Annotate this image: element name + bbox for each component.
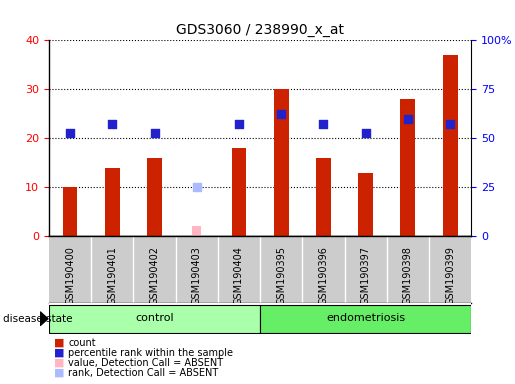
Bar <box>316 158 331 236</box>
Text: ■: ■ <box>54 338 64 348</box>
Bar <box>358 172 373 236</box>
Point <box>193 184 201 190</box>
FancyBboxPatch shape <box>260 305 471 333</box>
Text: ■: ■ <box>54 358 64 368</box>
Text: endometriosis: endometriosis <box>326 313 405 323</box>
FancyBboxPatch shape <box>49 305 260 333</box>
Bar <box>192 227 201 236</box>
Bar <box>443 55 457 236</box>
Point <box>235 121 243 127</box>
Text: rank, Detection Call = ABSENT: rank, Detection Call = ABSENT <box>68 368 219 378</box>
Point <box>446 121 454 127</box>
Point <box>362 130 370 136</box>
Text: percentile rank within the sample: percentile rank within the sample <box>68 348 233 358</box>
Text: ■: ■ <box>54 348 64 358</box>
Point <box>319 121 328 127</box>
Point <box>108 121 116 127</box>
Text: disease state: disease state <box>3 314 72 324</box>
Bar <box>274 89 288 236</box>
Text: value, Detection Call = ABSENT: value, Detection Call = ABSENT <box>68 358 224 368</box>
Point <box>404 116 412 122</box>
Point <box>150 130 159 136</box>
Bar <box>105 167 119 236</box>
Polygon shape <box>40 312 48 326</box>
Text: control: control <box>135 313 174 323</box>
Bar <box>147 158 162 236</box>
Bar <box>63 187 77 236</box>
Point <box>66 130 74 136</box>
Text: count: count <box>68 338 96 348</box>
Bar <box>232 148 246 236</box>
Title: GDS3060 / 238990_x_at: GDS3060 / 238990_x_at <box>176 23 344 36</box>
Text: ■: ■ <box>54 368 64 378</box>
Bar <box>401 99 415 236</box>
Point <box>277 111 285 117</box>
